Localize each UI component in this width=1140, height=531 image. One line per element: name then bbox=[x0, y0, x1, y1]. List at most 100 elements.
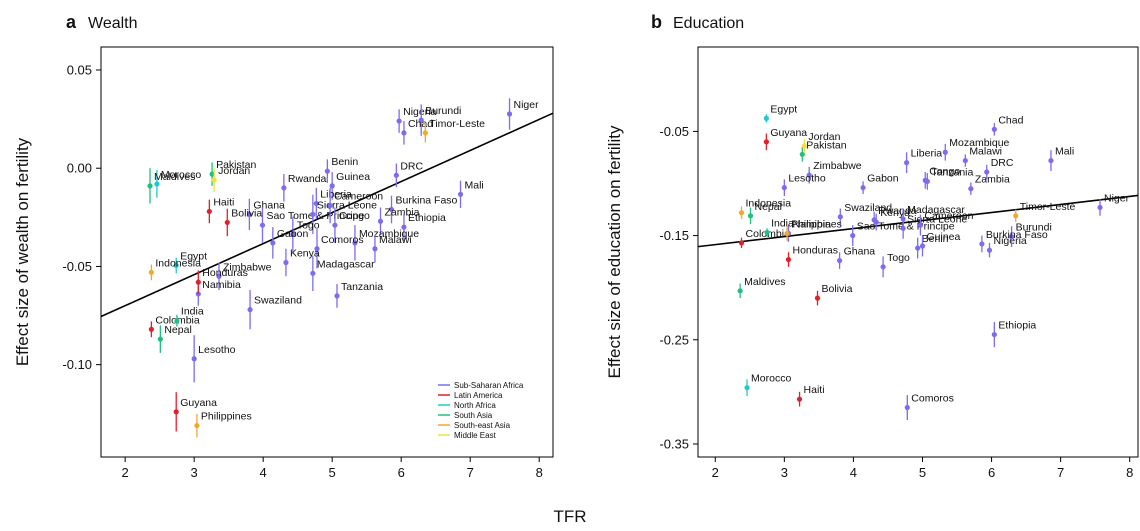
point bbox=[744, 385, 750, 391]
point-label: Sierra Leone bbox=[907, 213, 967, 225]
point bbox=[194, 422, 200, 429]
y-axis-label: Effect size of education on fertility bbox=[605, 125, 624, 378]
point-label: Congo bbox=[929, 165, 960, 177]
point bbox=[290, 231, 296, 238]
x-tick-label: 5 bbox=[919, 465, 926, 480]
point bbox=[422, 130, 428, 136]
point-label: Timor-Leste bbox=[429, 118, 485, 130]
point bbox=[738, 240, 745, 246]
point-label: Liberia bbox=[911, 148, 943, 160]
point-label: Ghana bbox=[844, 246, 876, 258]
panel-label: a bbox=[66, 12, 77, 32]
point bbox=[457, 191, 464, 197]
point bbox=[148, 326, 154, 332]
point bbox=[206, 208, 212, 215]
point-label: Swaziland bbox=[844, 202, 892, 214]
point bbox=[1008, 234, 1015, 240]
point-label: Togo bbox=[887, 252, 910, 264]
point-label: Pakistan bbox=[216, 159, 256, 171]
point bbox=[984, 169, 990, 175]
point-label: Congo bbox=[339, 210, 370, 222]
point-label: Jordan bbox=[218, 165, 250, 177]
point-label: Guyana bbox=[180, 397, 217, 409]
legend-label: South Asia bbox=[454, 411, 493, 420]
point-label: Zambia bbox=[384, 206, 419, 218]
point bbox=[506, 111, 513, 117]
point bbox=[329, 183, 335, 189]
point-label: Timor-Leste bbox=[1020, 201, 1076, 213]
point bbox=[814, 295, 821, 301]
y-tick-label: -0.15 bbox=[659, 228, 689, 243]
point-label: Maldives bbox=[154, 171, 195, 183]
point-label: Egypt bbox=[180, 250, 207, 262]
y-tick-label: -0.05 bbox=[62, 259, 92, 274]
point bbox=[334, 293, 340, 299]
point bbox=[173, 409, 179, 415]
point-label: Guinea bbox=[336, 171, 370, 183]
point bbox=[1097, 204, 1103, 211]
point bbox=[154, 181, 160, 187]
point-label: Pakistan bbox=[806, 139, 846, 151]
legend-label: South-east Asia bbox=[454, 421, 511, 430]
point-label: Guinea bbox=[926, 231, 960, 243]
point bbox=[377, 218, 384, 224]
point-label: Nepal bbox=[754, 201, 781, 213]
y-tick-label: 0.05 bbox=[67, 62, 92, 77]
point-label: Chad bbox=[998, 114, 1023, 126]
point-label: Ethiopia bbox=[408, 212, 446, 224]
point bbox=[904, 404, 910, 411]
point bbox=[738, 210, 745, 216]
point-label: Zimbabwe bbox=[813, 160, 862, 172]
x-tick-label: 4 bbox=[260, 465, 267, 480]
point-label: Morocco bbox=[161, 169, 201, 181]
point bbox=[310, 211, 316, 217]
x-tick-label: 3 bbox=[191, 465, 198, 480]
point-label: India bbox=[181, 306, 204, 318]
point-label: Sierra Leone bbox=[317, 199, 377, 211]
point bbox=[873, 219, 879, 225]
point bbox=[991, 331, 997, 338]
point-label: Comoros bbox=[321, 234, 364, 246]
point bbox=[986, 247, 993, 253]
point-label: Haiti bbox=[213, 196, 234, 208]
panel-title: Education bbox=[673, 15, 744, 32]
point bbox=[148, 269, 154, 275]
point-label: Gabon bbox=[867, 173, 899, 185]
point bbox=[1013, 213, 1019, 219]
point-label: Philippines bbox=[201, 411, 252, 423]
point-label: Mozambique bbox=[359, 228, 419, 240]
point bbox=[764, 229, 770, 236]
x-tick-label: 8 bbox=[1126, 465, 1133, 480]
point bbox=[191, 356, 197, 362]
point bbox=[904, 160, 910, 166]
point-label: Bolivia bbox=[231, 207, 262, 219]
legend-label: North Africa bbox=[454, 401, 496, 410]
point bbox=[396, 118, 402, 124]
point-label: Cameroon bbox=[334, 191, 383, 203]
point bbox=[785, 256, 792, 263]
x-tick-label: 8 bbox=[536, 465, 543, 480]
point-label: Burkina Faso bbox=[396, 194, 458, 206]
x-tick-label: 3 bbox=[781, 465, 788, 480]
point bbox=[860, 185, 866, 191]
point-label: Chad bbox=[408, 118, 433, 130]
point-label: Namibia bbox=[792, 219, 831, 231]
point-label: Mali bbox=[1055, 146, 1074, 158]
point-label: Bolivia bbox=[821, 283, 852, 295]
point-label: Philippines bbox=[791, 219, 842, 231]
point-label: Benin bbox=[922, 233, 949, 245]
point-label: Madagascar bbox=[907, 204, 965, 216]
point bbox=[246, 211, 252, 217]
point-label: Honduras bbox=[202, 267, 248, 279]
point bbox=[942, 149, 948, 155]
point bbox=[388, 206, 395, 213]
point-label: Malawi bbox=[379, 234, 412, 246]
point bbox=[781, 185, 787, 191]
x-tick-label: 6 bbox=[398, 465, 405, 480]
point bbox=[418, 117, 424, 123]
point-label: Sao Tome & Principe bbox=[266, 210, 364, 222]
point bbox=[968, 186, 974, 192]
point bbox=[281, 185, 287, 191]
point bbox=[324, 168, 330, 174]
